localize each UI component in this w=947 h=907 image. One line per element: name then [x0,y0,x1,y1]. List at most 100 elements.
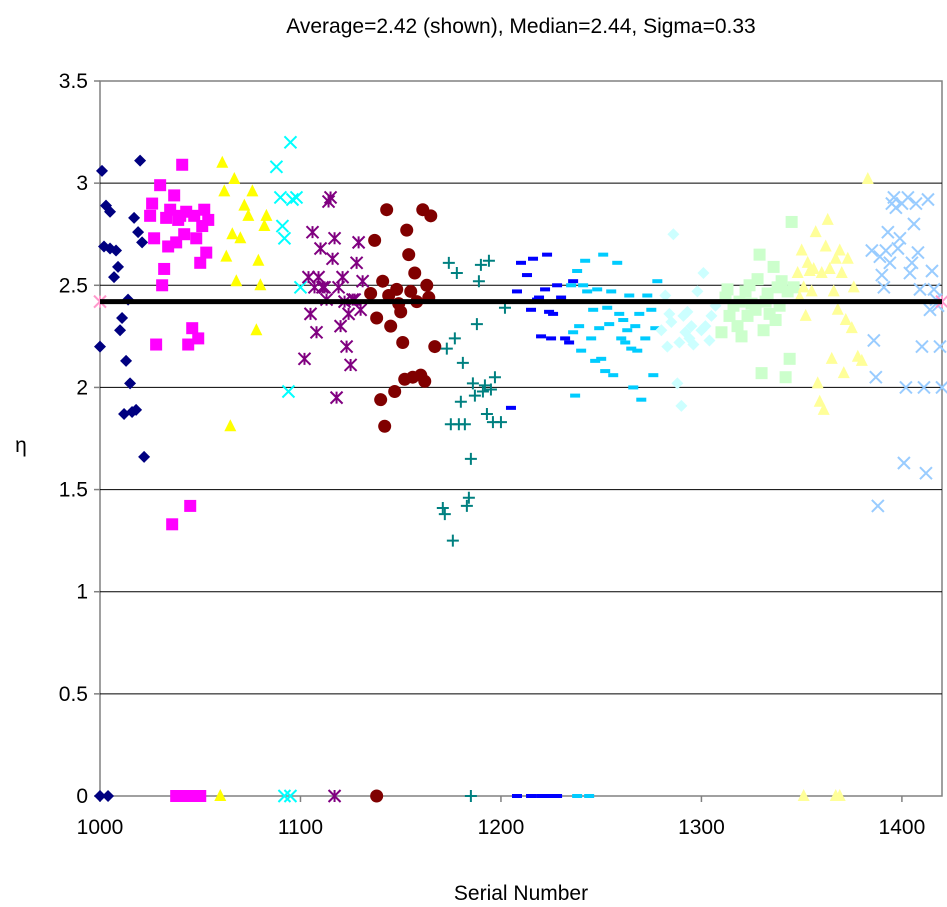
data-point [428,340,442,354]
data-point [505,405,516,410]
data-point [785,215,798,228]
data-point [841,251,854,264]
data-point [436,501,449,514]
x-tick-label: 1000 [77,816,124,839]
data-point [723,309,736,322]
data-point [901,190,915,205]
data-point [144,209,157,222]
data-point [269,160,284,174]
data-point [305,225,320,239]
data-point [273,190,288,205]
data-point [285,192,300,207]
data-point [226,227,239,240]
data-point [889,200,903,215]
data-point [837,366,850,379]
data-point [552,794,563,798]
data-point [845,321,858,334]
data-point [281,384,296,399]
plot-border [99,80,943,797]
data-point [544,309,555,314]
data-point [349,256,364,270]
data-point [325,252,340,266]
data-point [915,339,929,354]
data-point [110,244,123,257]
data-point [923,303,937,317]
data-point [614,311,625,316]
data-point [791,266,804,279]
data-point [927,282,941,297]
data-point [528,256,539,261]
data-point [699,320,712,333]
data-point [883,256,897,270]
data-point [130,403,143,416]
data-point [327,789,342,803]
data-point [640,336,651,341]
data-point [548,311,559,316]
data-point [590,358,601,363]
data-point [448,332,461,345]
data-point [250,323,263,336]
data-point [368,233,382,247]
data-point [442,256,455,269]
y-tick-label: 2.5 [59,274,88,297]
data-point [164,203,177,216]
data-point [809,225,822,238]
data-point [893,231,907,246]
data-point [703,334,716,347]
y-tick-labels: 0 0.5 1 1.5 2 2.5 3 3.5 [59,70,88,808]
data-point [903,266,917,280]
data-point [526,307,537,312]
data-point [588,307,599,312]
data-point [351,235,366,250]
data-point [721,283,734,296]
data-point [761,287,774,300]
data-point [891,241,905,256]
data-point [353,303,368,317]
data-point [454,395,467,408]
data-point [478,379,491,392]
data-point [659,289,672,302]
data-point [396,335,410,349]
data-point [568,279,579,284]
data-point [867,333,881,348]
data-point [424,209,438,223]
data-point [564,340,575,345]
data-point [604,322,615,327]
data-point [917,380,931,395]
data-point [258,219,271,232]
data-point [685,320,698,333]
data-point [224,419,237,432]
data-point [114,324,127,337]
data-point [252,253,265,266]
data-point [697,267,710,280]
data-point [466,377,479,390]
data-point [408,266,422,280]
data-point [560,336,571,341]
data-point [394,305,408,319]
data-point [275,219,290,233]
data-point [120,354,133,367]
data-point [665,316,678,329]
data-point [214,789,227,801]
data-point [594,326,605,331]
data-point [313,241,328,256]
data-point [825,351,838,364]
data-point [188,209,201,222]
data-point [136,236,149,249]
data-point [586,336,597,341]
data-point [572,268,583,273]
data-point [468,389,481,402]
data-point [787,281,800,294]
x-tick-label: 1300 [678,816,725,839]
data-point [875,268,889,282]
data-point [184,499,197,512]
data-point [646,307,657,312]
data-point [220,249,233,262]
data-point [242,208,255,221]
data-point [881,225,895,239]
data-point [480,407,493,420]
data-point [378,419,392,433]
x-tick-labels: 1000 1100 1200 1300 1400 [77,816,926,839]
data-point [218,184,231,197]
